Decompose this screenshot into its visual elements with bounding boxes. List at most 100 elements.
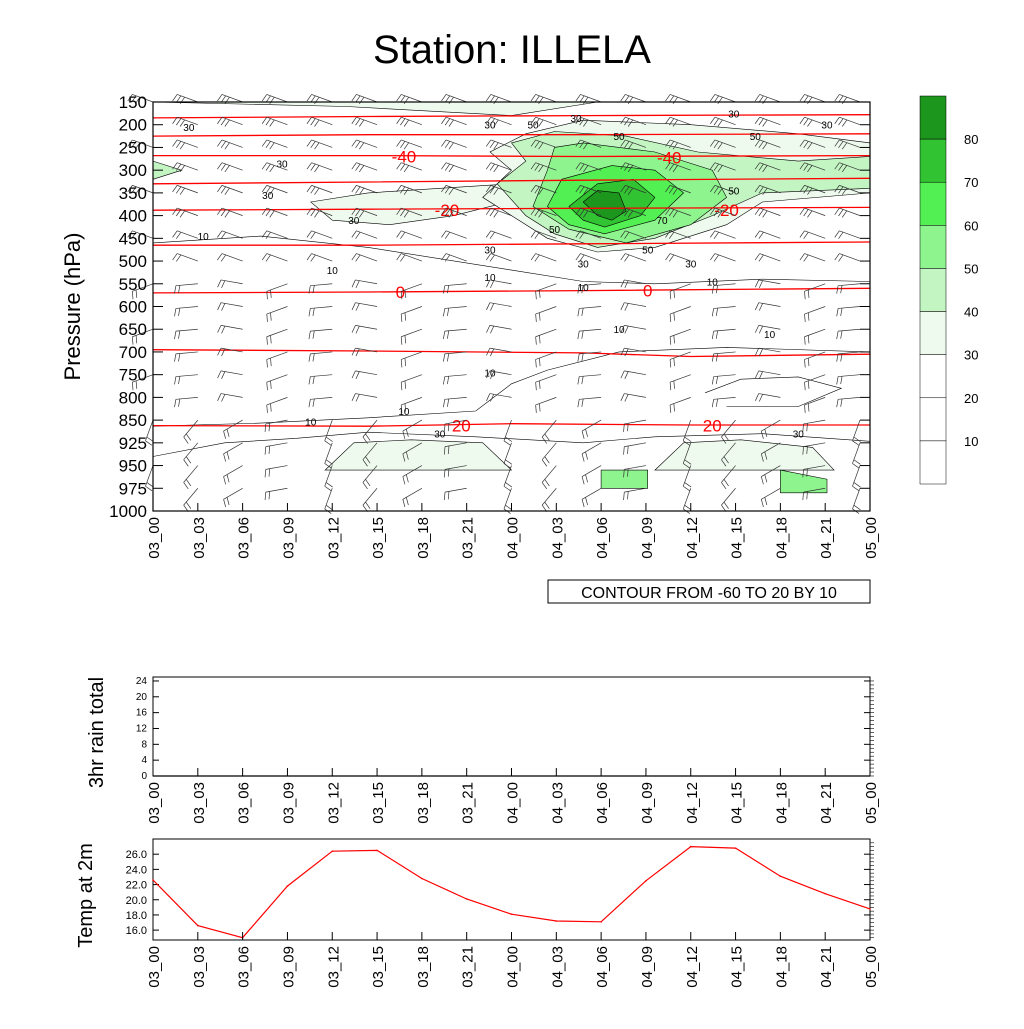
wind-barb-feather (579, 254, 585, 262)
wind-barb-feather (538, 97, 544, 104)
temp-time-tick-label: 03_00 (146, 946, 163, 988)
wind-barb-feather (485, 253, 492, 261)
wind-barb-feather (624, 303, 629, 311)
wind-barb-feather (834, 185, 840, 193)
wind-barb-feather (443, 469, 446, 478)
temp-data-point (331, 850, 334, 852)
wind-barb-feather (314, 210, 320, 218)
wind-barb-feather (627, 210, 634, 218)
wind-barb (581, 465, 602, 485)
wind-barb-feather (402, 431, 406, 439)
humidity-contour-label: 30 (484, 246, 496, 257)
wind-barb-feather (721, 459, 727, 467)
wind-barb (485, 162, 512, 173)
rain-time-tick-label: 03_21 (460, 782, 477, 824)
wind-barb-feather (447, 330, 450, 339)
wind-barb (620, 162, 647, 173)
wind-barb-feather (802, 446, 804, 455)
wind-barb-feather (538, 142, 544, 150)
wind-barb-feather (538, 187, 544, 195)
wind-barb-shaft (490, 94, 512, 103)
wind-barb-feather (135, 289, 138, 298)
wind-barb (351, 94, 378, 104)
wind-barb-shaft (682, 488, 692, 510)
wind-barb (577, 397, 602, 408)
wind-barb-feather (838, 254, 844, 262)
wind-barb-feather (577, 376, 580, 385)
wind-barb-feather (220, 95, 226, 103)
contour-info-border (547, 579, 871, 604)
shade-80-core (582, 190, 627, 221)
wind-barb-feather (623, 492, 625, 501)
wind-barb (443, 283, 467, 294)
wind-barb-feather (754, 185, 760, 193)
wind-barb (755, 347, 781, 357)
wind-barb-shaft (310, 328, 333, 332)
wind-barb-feather (624, 209, 630, 217)
wind-barb-feather (266, 291, 268, 300)
wind-barb (623, 442, 646, 455)
wind-barb-feather (485, 139, 492, 147)
wind-barb-feather (620, 302, 625, 311)
wind-barb (541, 465, 557, 490)
chart-title: Station: ILLELA (373, 28, 651, 72)
wind-barb-feather (355, 325, 360, 334)
wind-barb-feather (802, 469, 804, 478)
wind-barb (541, 419, 557, 444)
wind-barb-feather (443, 423, 446, 432)
wind-barb (799, 230, 826, 239)
wind-barb-feather (221, 394, 226, 402)
wind-barb (852, 419, 861, 446)
wind-barb-feather (672, 97, 678, 104)
wind-barb-feather (308, 399, 311, 408)
wind-barb-feather (665, 185, 671, 193)
wind-barb-feather (620, 162, 626, 170)
temp-data-point (734, 847, 737, 849)
wind-barb-feather (355, 231, 361, 239)
wind-barb-shaft (721, 488, 736, 506)
wind-barb-feather (443, 285, 446, 294)
wind-barb-feather (539, 403, 541, 412)
wind-barb (575, 207, 602, 218)
wind-barb-feather (711, 353, 714, 362)
temp-contour-line (152, 349, 871, 358)
wind-barb (308, 306, 333, 317)
wind-barb-feather (325, 482, 333, 488)
wind-barb-feather (145, 440, 153, 446)
wind-barb-feather (539, 312, 541, 321)
wind-barb-feather (834, 139, 840, 147)
colorbar: 80 70 60 50 40 30 20 10 (919, 95, 978, 485)
wind-barb (264, 442, 288, 455)
wind-barb-shaft (356, 230, 378, 239)
main-time-tick-label: 04_18 (773, 517, 790, 559)
wind-barb-feather (265, 231, 271, 239)
wind-barb-shaft (221, 116, 243, 126)
wind-barb (308, 397, 333, 408)
wind-barb-feather (840, 398, 843, 407)
wind-barb-shaft (265, 487, 288, 493)
wind-barb-shaft (503, 442, 512, 464)
wind-barb (852, 488, 861, 514)
wind-barb (682, 488, 692, 514)
wind-barb-feather (314, 97, 320, 104)
wind-barb-feather (441, 207, 447, 215)
wind-barb-feather (620, 230, 626, 238)
wind-barb (530, 162, 557, 173)
colorbar-tick-label: 60 (964, 218, 978, 233)
wind-barb-shaft (177, 94, 198, 103)
humidity-contour-label: 50 (750, 132, 762, 143)
wind-barb (530, 185, 557, 195)
wind-barb-feather (713, 186, 719, 194)
wind-barb (799, 185, 826, 195)
wind-barb-shaft (852, 442, 861, 464)
wind-barb (351, 253, 378, 262)
wind-barb-feather (490, 371, 495, 379)
wind-barb (755, 302, 781, 311)
wind-barb-feather (269, 97, 275, 104)
wind-barb (710, 253, 736, 262)
wind-barb-feather (224, 210, 230, 218)
temp-plot-frame (152, 838, 871, 941)
wind-barb-feather (803, 95, 809, 103)
wind-barb-feather (265, 254, 271, 262)
wind-barb-feather (535, 382, 537, 391)
